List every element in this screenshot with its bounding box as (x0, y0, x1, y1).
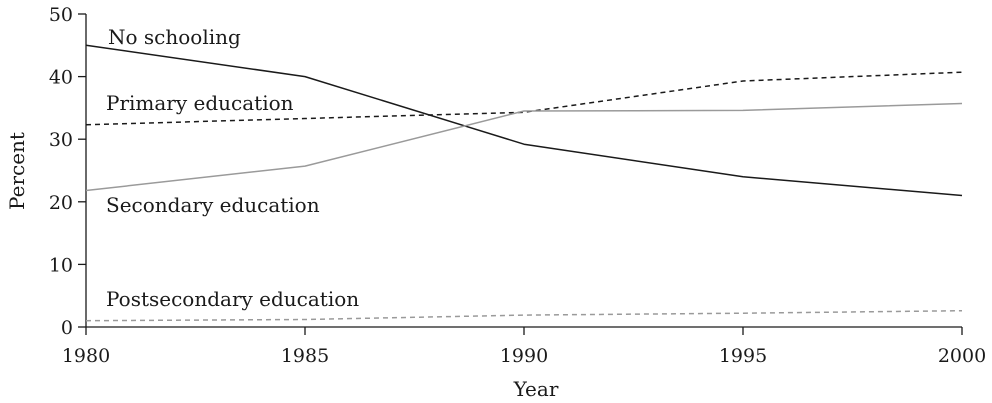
series-line-no-schooling (85, 44, 963, 197)
series-label-postsecondary-education: Postsecondary education (106, 287, 359, 311)
y-tick-label: 40 (49, 67, 73, 89)
x-tick-label: 1995 (719, 345, 767, 367)
x-tick-label: 1980 (62, 345, 110, 367)
y-tick-label: 10 (49, 254, 73, 276)
series-label-secondary-education: Secondary education (106, 193, 320, 217)
y-tick-label: 30 (49, 129, 73, 151)
axes: 0 10 20 30 40 50 1980 1985 1990 1995 2000 (49, 4, 986, 367)
series-line-secondary-education (85, 102, 963, 192)
series-label-no-schooling: No schooling (108, 25, 241, 49)
x-tick-label: 2000 (938, 345, 986, 367)
y-axis-title: Percent (5, 132, 29, 210)
x-tick-label: 1985 (281, 345, 329, 367)
series-lines (85, 44, 963, 322)
y-tick-label: 0 (61, 317, 73, 339)
x-tick-label: 1990 (500, 345, 548, 367)
x-axis-title: Year (513, 377, 559, 401)
series-labels: No schooling Primary education Secondary e… (106, 25, 359, 311)
series-label-primary-education: Primary education (106, 91, 294, 115)
series-line-primary-education (85, 71, 963, 126)
y-tick-label: 20 (49, 192, 73, 214)
y-tick-label: 50 (49, 4, 73, 26)
series-line-postsecondary-education (85, 309, 963, 322)
